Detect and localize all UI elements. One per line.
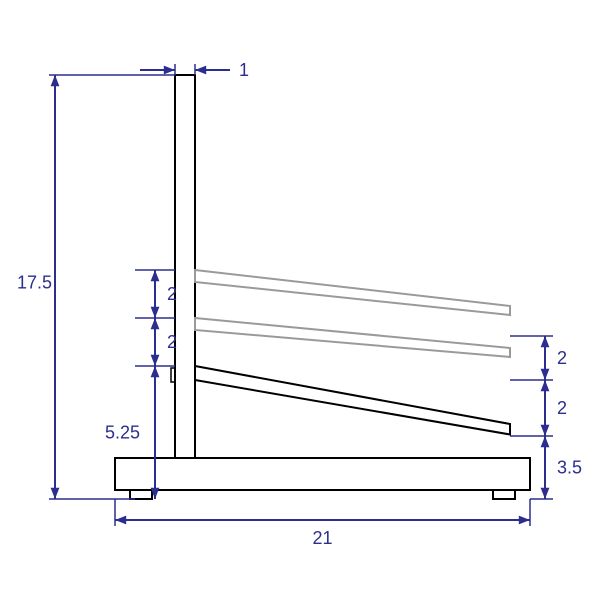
dim-height-total: 17.5 — [17, 273, 52, 293]
tray-gray-mid — [195, 318, 510, 357]
dim-post-width: 1 — [239, 60, 249, 80]
dim-right-2b: 2 — [557, 398, 567, 418]
dim-right-2a: 2 — [557, 348, 567, 368]
foot-right — [493, 490, 515, 499]
post — [175, 75, 195, 458]
dim-base-width: 21 — [312, 528, 332, 548]
tray-black — [195, 366, 510, 435]
dim-right-35: 3.5 — [557, 458, 582, 478]
dim-left-2b: 2 — [167, 332, 177, 352]
dim-left-525: 5.25 — [105, 423, 140, 443]
dimension-drawing: 1 17.5 2 2 5.25 2 2 3.5 21 — [0, 0, 600, 600]
tray-gray-top — [195, 270, 510, 315]
base-plate — [115, 458, 530, 490]
foot-left — [130, 490, 152, 499]
dim-left-2a: 2 — [167, 284, 177, 304]
